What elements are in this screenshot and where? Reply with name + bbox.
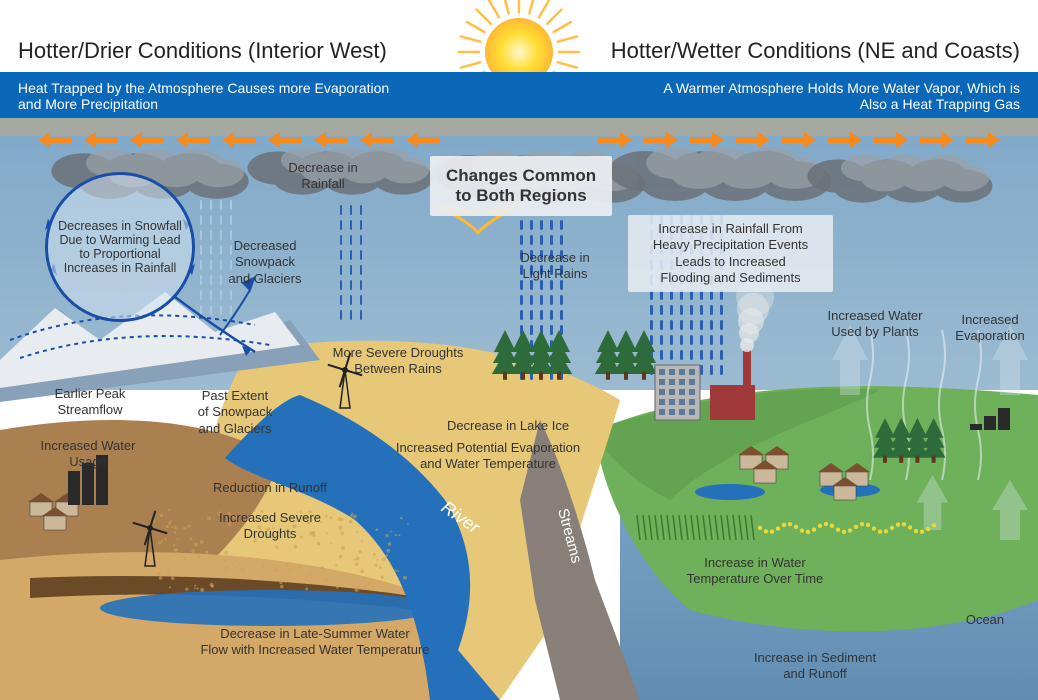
label-past_extent: Past Extent of Snowpack and Glaciers xyxy=(175,388,295,437)
label-heavy_precip: Increase in Rainfall From Heavy Precipit… xyxy=(628,215,833,292)
title-right: Hotter/Wetter Conditions (NE and Coasts) xyxy=(611,38,1020,64)
label-earlier_peak: Earlier Peak Streamflow xyxy=(35,386,145,419)
label-ocean: Ocean xyxy=(945,612,1025,628)
label-lake_ice: Decrease in Lake Ice xyxy=(418,418,598,434)
label-runoff_reduce: Reduction in Runoff xyxy=(185,480,355,496)
bar-text-left: Heat Trapped by the Atmosphere Causes mo… xyxy=(18,80,389,110)
label-pot_evap: Increased Potential Evaporation and Wate… xyxy=(368,440,608,473)
label-snowpack_dec: Decreased Snowpack and Glaciers xyxy=(215,238,315,287)
label-water_plants: Increased Water Used by Plants xyxy=(810,308,940,341)
label-light_rain: Decrease in Light Rains xyxy=(505,250,605,283)
bar-text-right: A Warmer Atmosphere Holds More Water Vap… xyxy=(663,80,1020,110)
label-water_usage: Increased Water Usage xyxy=(18,438,158,471)
label-evap: Increased Evaporation xyxy=(940,312,1038,345)
center-box: Changes Common to Both Regions xyxy=(430,156,612,216)
title-left: Hotter/Drier Conditions (Interior West) xyxy=(18,38,387,64)
label-water_temp_time: Increase in Water Temperature Over Time xyxy=(665,555,845,588)
label-severe_drought_between: More Severe Droughts Between Rains xyxy=(308,345,488,378)
label-sediment_runoff: Increase in Sediment and Runoff xyxy=(720,650,910,683)
label-severe_drought: Increased Severe Droughts xyxy=(185,510,355,543)
label-late_summer: Decrease in Late-Summer Water Flow with … xyxy=(165,626,465,659)
atmosphere-bar: Heat Trapped by the Atmosphere Causes mo… xyxy=(0,72,1038,118)
label-decrease_rain: Decrease in Rainfall xyxy=(268,160,378,193)
snowfall-cycle: Decreases in Snowfall Due to Warming Lea… xyxy=(45,172,195,322)
